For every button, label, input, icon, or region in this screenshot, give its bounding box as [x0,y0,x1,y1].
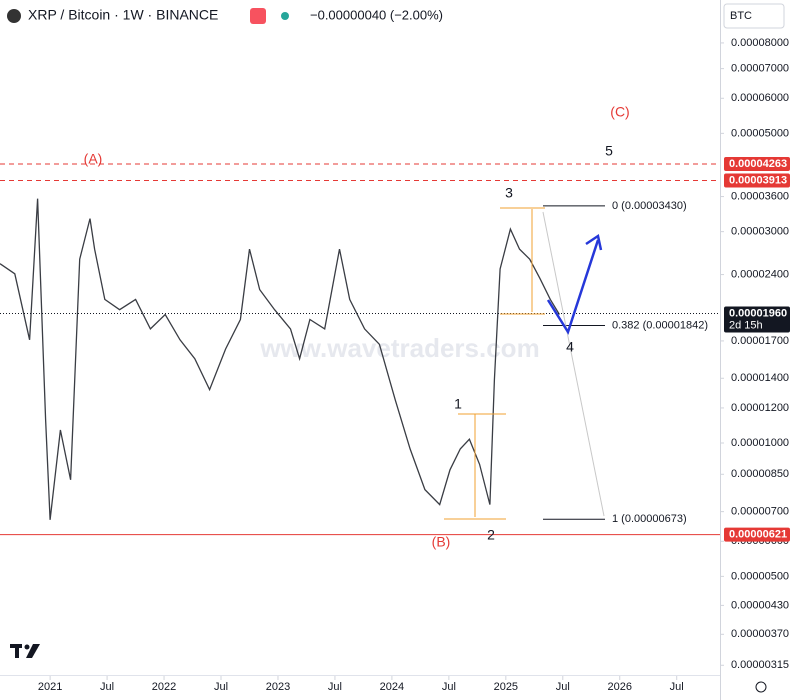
y-tick-label: 0.00000850 [731,468,789,480]
x-tick-label: 2025 [494,681,518,693]
projection-arrowhead [585,233,603,251]
wave-label: 4 [566,339,574,355]
x-tick-label: Jul [100,681,114,693]
x-tick-label: Jul [328,681,342,693]
wave-label: 3 [505,185,513,201]
y-tick-label: 0.00000430 [731,599,789,611]
y-tick-label: 0.00001200 [731,402,789,414]
currency-label: BTC [730,10,752,22]
countdown-label: 2d 15h [729,319,763,331]
wave-label: (A) [84,151,103,167]
x-tick-label: 2022 [152,681,176,693]
y-tick-label: 0.00008000 [731,37,789,49]
price-tag-label: 0.00004263 [729,158,787,170]
settings-icon[interactable] [755,681,767,693]
logo-part [15,644,19,658]
wave-label: 1 [454,396,462,412]
x-tick-label: Jul [556,681,570,693]
y-tick-label: 0.00000315 [731,659,789,671]
y-tick-label: 0.00001000 [731,437,789,449]
tv-logo [10,644,40,658]
y-tick-label: 0.00003000 [731,226,789,238]
y-tick-label: 0.00000700 [731,506,789,518]
flag-icon[interactable] [250,8,266,24]
price-tag [724,306,790,333]
chart-title: XRP / Bitcoin · 1W · BINANCE [28,7,218,23]
y-tick-label: 0.00003600 [731,190,789,202]
x-tick-label: Jul [214,681,228,693]
price-tag-label: 0.00000621 [729,529,787,541]
status-dot [281,12,289,20]
measure-tools [444,207,545,520]
price-line [0,198,560,520]
x-tick-label: 2024 [380,681,404,693]
y-tick-label: 0.00001700 [731,335,789,347]
y-tick-label: 0.00000500 [731,570,789,582]
watermark: www.wavetraders.com [259,333,539,363]
plot: 0.00008000 0.00007000 0.00006000 0.00005000… [0,37,790,693]
projection-path [546,239,600,335]
x-tick-label: Jul [670,681,684,693]
logo-part [24,644,30,650]
x-tick-label: 2021 [38,681,62,693]
x-tick-label: Jul [442,681,456,693]
fib-label: 1 (0.00000673) [612,513,687,525]
y-tick-label: 0.00006000 [731,92,789,104]
x-tick-label: 2023 [266,681,290,693]
fib-label: 0 (0.00003430) [612,200,687,212]
y-tick-label: 0.00000370 [731,628,789,640]
fib-label: 0.382 (0.00001842) [612,319,708,331]
wave-label: 2 [487,527,495,543]
y-tick-label: 0.00001400 [731,372,789,384]
wave-label: (B) [432,534,451,550]
price-tag [724,157,790,172]
trend-line [542,211,605,517]
price-tag-label: 0.00001960 [729,307,787,319]
price-tag [724,173,790,188]
y-tick-label: 0.00005000 [731,127,789,139]
y-tick-label: 0.00007000 [731,63,789,75]
price-tag [724,527,790,542]
price-tag-label: 0.00003913 [729,174,787,186]
logo-part [26,644,40,658]
price-change: −0.00000040 (−2.00%) [310,7,443,22]
wave-label: (C) [610,104,629,120]
currency-box[interactable] [723,3,785,29]
wave-label: 5 [605,143,613,159]
symbol-icon [7,9,21,23]
y-tick-label: 0.00002400 [731,268,789,280]
x-tick-label: 2026 [608,681,632,693]
